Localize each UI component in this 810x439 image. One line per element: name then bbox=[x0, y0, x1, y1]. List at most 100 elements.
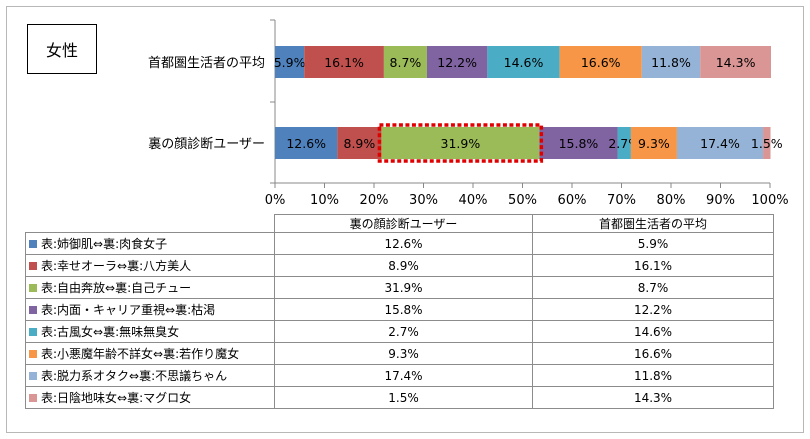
data-label: 9.3% bbox=[638, 136, 670, 151]
bar-segment bbox=[700, 46, 771, 78]
bar-segment bbox=[641, 46, 701, 78]
row-label: 表:幸せオーラ⇔裏:八方美人 bbox=[25, 254, 275, 277]
bar-segment bbox=[383, 46, 427, 78]
data-label: 11.8% bbox=[651, 55, 691, 70]
legend-swatch bbox=[29, 240, 37, 248]
x-tick-label: 100% bbox=[751, 193, 788, 208]
data-label: 17.4% bbox=[700, 136, 740, 151]
cell-users: 15.8% bbox=[274, 298, 533, 321]
bar-segment bbox=[559, 46, 642, 78]
bar-segment bbox=[539, 127, 618, 159]
table-header-average: 首都圏生活者の平均 bbox=[532, 214, 774, 233]
x-tick-label: 0% bbox=[265, 193, 286, 208]
cell-average: 11.8% bbox=[532, 364, 774, 387]
row-label-text: 表:幸せオーラ⇔裏:八方美人 bbox=[41, 259, 192, 273]
cell-average: 8.7% bbox=[532, 276, 774, 299]
data-label: 16.1% bbox=[324, 55, 364, 70]
table-row: 表:内面・キャリア重視⇔裏:枯渇 15.8% 12.2% bbox=[25, 298, 774, 321]
cell-users: 17.4% bbox=[274, 364, 533, 387]
table-row: 表:脱力系オタク⇔裏:不思議ちゃん 17.4% 11.8% bbox=[25, 364, 774, 387]
cell-users: 1.5% bbox=[274, 386, 533, 409]
cell-users: 31.9% bbox=[274, 276, 533, 299]
data-label: 12.6% bbox=[286, 136, 326, 151]
cell-average: 14.6% bbox=[532, 320, 774, 343]
x-tick-label: 90% bbox=[706, 193, 735, 208]
bar-segment bbox=[617, 127, 631, 159]
x-tick-label: 80% bbox=[657, 193, 686, 208]
bar-segment bbox=[630, 127, 677, 159]
cell-average: 5.9% bbox=[532, 232, 774, 255]
x-tick-label: 70% bbox=[607, 193, 636, 208]
table-row: 表:小悪魔年齢不詳女⇔裏:若作り魔女 9.3% 16.6% bbox=[25, 342, 774, 365]
data-table: 裏の顔診断ユーザー 首都圏生活者の平均 表:姉御肌⇔裏:肉食女子 12.6% 5.9… bbox=[25, 214, 774, 409]
bar-segment bbox=[275, 127, 338, 159]
data-label: 15.8% bbox=[559, 136, 599, 151]
table-corner bbox=[25, 214, 275, 233]
row-label-text: 表:姉御肌⇔裏:肉食女子 bbox=[41, 237, 168, 251]
cell-users: 12.6% bbox=[274, 232, 533, 255]
row-label-text: 表:内面・キャリア重視⇔裏:枯渇 bbox=[41, 303, 216, 317]
chart-frame bbox=[6, 6, 804, 433]
cell-average: 16.1% bbox=[532, 254, 774, 277]
legend-swatch bbox=[29, 328, 37, 336]
row-label: 表:小悪魔年齢不詳女⇔裏:若作り魔女 bbox=[25, 342, 275, 365]
legend-swatch bbox=[29, 372, 37, 380]
stacked-bar-chart: 0% 10% 20% 30% 40% 50% 60% 70% 80% 90% 100% 首都圏生活者の… bbox=[148, 19, 789, 208]
cell-users: 8.9% bbox=[274, 254, 533, 277]
bar-segment bbox=[763, 127, 771, 159]
x-tick-label: 20% bbox=[360, 193, 389, 208]
table-header-row: 裏の顔診断ユーザー 首都圏生活者の平均 bbox=[25, 214, 774, 233]
row-label: 表:古風女⇔裏:無味無臭女 bbox=[25, 320, 275, 343]
row-label: 表:脱力系オタク⇔裏:不思議ちゃん bbox=[25, 364, 275, 387]
legend-swatch bbox=[29, 262, 37, 270]
x-tick-label: 50% bbox=[508, 193, 537, 208]
data-label: 1.5% bbox=[751, 136, 783, 151]
row-label: 表:日陰地味女⇔裏:マグロ女 bbox=[25, 386, 275, 409]
cell-average: 14.3% bbox=[532, 386, 774, 409]
legend-swatch bbox=[29, 306, 37, 314]
x-tick-label: 30% bbox=[409, 193, 438, 208]
row-label-text: 表:古風女⇔裏:無味無臭女 bbox=[41, 325, 180, 339]
cell-users: 9.3% bbox=[274, 342, 533, 365]
data-label: 14.6% bbox=[504, 55, 544, 70]
table-row: 表:自由奔放⇔裏:自己チュー 31.9% 8.7% bbox=[25, 276, 774, 299]
legend-swatch bbox=[29, 284, 37, 292]
data-label: 16.6% bbox=[581, 55, 621, 70]
table-header-users: 裏の顔診断ユーザー bbox=[274, 214, 533, 233]
data-label: 8.7% bbox=[390, 55, 422, 70]
cell-users: 2.7% bbox=[274, 320, 533, 343]
table-row: 表:幸せオーラ⇔裏:八方美人 8.9% 16.1% bbox=[25, 254, 774, 277]
bar-segment bbox=[304, 46, 384, 78]
gender-badge: 女性 bbox=[27, 24, 97, 74]
row-label-text: 表:脱力系オタク⇔裏:不思議ちゃん bbox=[41, 369, 228, 383]
cell-average: 12.2% bbox=[532, 298, 774, 321]
bar-segment bbox=[487, 46, 560, 78]
row-label-text: 表:自由奔放⇔裏:自己チュー bbox=[41, 281, 192, 295]
table-row: 表:姉御肌⇔裏:肉食女子 12.6% 5.9% bbox=[25, 232, 774, 255]
bar-segment bbox=[337, 127, 382, 159]
cell-average: 16.6% bbox=[532, 342, 774, 365]
legend-swatch bbox=[29, 350, 37, 358]
row-label-text: 表:日陰地味女⇔裏:マグロ女 bbox=[41, 391, 192, 405]
category-label: 首都圏生活者の平均 bbox=[148, 56, 265, 71]
data-label: 14.3% bbox=[716, 55, 756, 70]
data-label: 5.9% bbox=[274, 55, 306, 70]
legend-swatch bbox=[29, 394, 37, 402]
row-label: 表:自由奔放⇔裏:自己チュー bbox=[25, 276, 275, 299]
x-tick-label: 40% bbox=[459, 193, 488, 208]
table-row: 表:古風女⇔裏:無味無臭女 2.7% 14.6% bbox=[25, 320, 774, 343]
bar-segment bbox=[275, 46, 305, 78]
row-label-text: 表:小悪魔年齢不詳女⇔裏:若作り魔女 bbox=[41, 347, 240, 361]
gender-badge-label: 女性 bbox=[45, 41, 78, 60]
bar-segment bbox=[426, 46, 488, 78]
highlight-box bbox=[377, 123, 544, 163]
data-label: 8.9% bbox=[344, 136, 376, 151]
data-label: 31.9% bbox=[441, 136, 481, 151]
x-tick-label: 60% bbox=[558, 193, 587, 208]
row-label: 表:姉御肌⇔裏:肉食女子 bbox=[25, 232, 275, 255]
bar-segment bbox=[381, 127, 540, 159]
data-label: 12.2% bbox=[437, 55, 477, 70]
x-tick-label: 10% bbox=[310, 193, 339, 208]
category-label: 裏の顔診断ユーザー bbox=[148, 136, 265, 152]
row-label: 表:内面・キャリア重視⇔裏:枯渇 bbox=[25, 298, 275, 321]
